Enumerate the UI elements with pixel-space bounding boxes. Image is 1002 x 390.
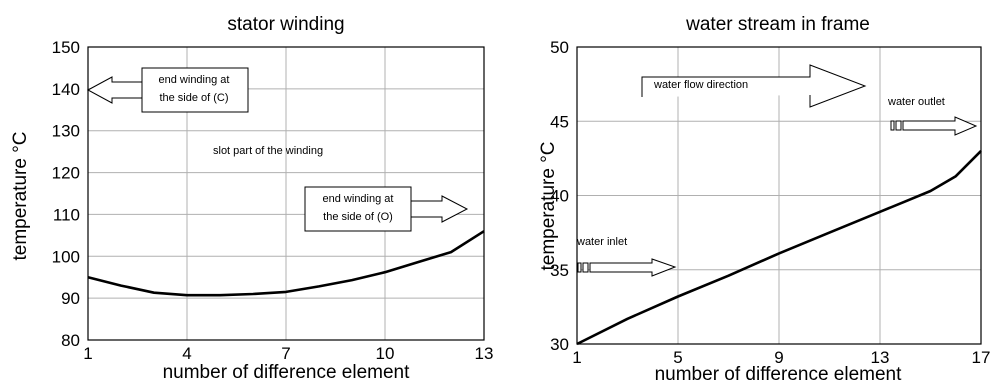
outlet-arrow-shape xyxy=(902,116,978,136)
chart-title: water stream in frame xyxy=(685,14,870,35)
y-tick-label: 90 xyxy=(61,289,80,308)
annotation-slot-part: slot part of the winding xyxy=(213,145,323,157)
x-tick-label: 9 xyxy=(774,348,783,367)
annotation-line-1: end winding at xyxy=(159,74,230,86)
x-tick-label: 1 xyxy=(83,344,92,363)
y-tick-label: 35 xyxy=(550,261,569,280)
marker-segment xyxy=(890,120,895,131)
annotation-water-outlet: water outlet xyxy=(887,96,978,136)
y-tick-label: 40 xyxy=(550,187,569,206)
annotation-text: water inlet xyxy=(576,236,627,248)
annotation-end-winding-c: end winding at the side of (C) xyxy=(86,67,249,113)
y-tick-label: 50 xyxy=(550,38,569,57)
annotation-line-2: the side of (C) xyxy=(159,92,228,104)
plot-area: 1 4 7 10 13 80 90 100 110 120 130 140 150 xyxy=(52,38,494,363)
annotation-water-flow: water flow direction xyxy=(641,64,867,108)
marker-segment xyxy=(895,120,902,131)
y-tick-label: 80 xyxy=(61,331,80,350)
marker-segment xyxy=(582,262,589,273)
x-tick-label: 7 xyxy=(281,344,290,363)
left-arrow-shape xyxy=(86,76,143,104)
annotation-box xyxy=(141,67,249,113)
y-axis-label: temperature °C xyxy=(538,141,559,270)
y-tick-label: 120 xyxy=(52,164,80,183)
chart-water-stream: water stream in frame temperature °C num… xyxy=(538,14,990,385)
x-tick-label: 17 xyxy=(972,348,991,367)
y-tick-label: 100 xyxy=(52,247,80,266)
x-axis-label: number of difference element xyxy=(163,362,411,383)
x-tick-label: 5 xyxy=(673,348,682,367)
y-tick-label: 150 xyxy=(52,38,80,57)
plot-frame xyxy=(576,46,982,345)
inlet-arrow-shape xyxy=(589,258,677,277)
annotation-line-2: the side of (O) xyxy=(323,211,393,223)
y-tick-label: 30 xyxy=(550,335,569,354)
y-tick-label: 45 xyxy=(550,112,569,131)
y-tick-label: 110 xyxy=(53,205,80,224)
x-tick-label: 4 xyxy=(182,344,191,363)
series-line xyxy=(576,149,982,346)
annotation-end-winding-o: end winding at the side of (O) xyxy=(304,186,469,232)
x-tick-label: 10 xyxy=(376,344,395,363)
chart-stator-winding: stator winding temperature °C number of … xyxy=(10,14,493,383)
annotation-water-inlet: water inlet xyxy=(576,236,677,277)
right-arrow-shape xyxy=(410,195,469,223)
flow-arrow-shape xyxy=(641,64,867,108)
annotation-text: water outlet xyxy=(887,96,945,108)
plot-frame xyxy=(87,46,485,341)
marker-segment xyxy=(577,262,582,273)
y-tick-label: 130 xyxy=(52,122,80,141)
x-axis-label: number of difference element xyxy=(655,364,903,385)
annotation-line-1: end winding at xyxy=(323,193,394,205)
y-axis-label: temperature °C xyxy=(10,131,31,260)
y-tick-label: 140 xyxy=(52,80,80,99)
x-tick-label: 13 xyxy=(475,344,494,363)
series-line xyxy=(87,230,485,297)
x-tick-label: 13 xyxy=(871,348,890,367)
chart-title: stator winding xyxy=(227,14,344,35)
x-tick-label: 1 xyxy=(572,348,581,367)
annotation-text: water flow direction xyxy=(653,79,748,91)
